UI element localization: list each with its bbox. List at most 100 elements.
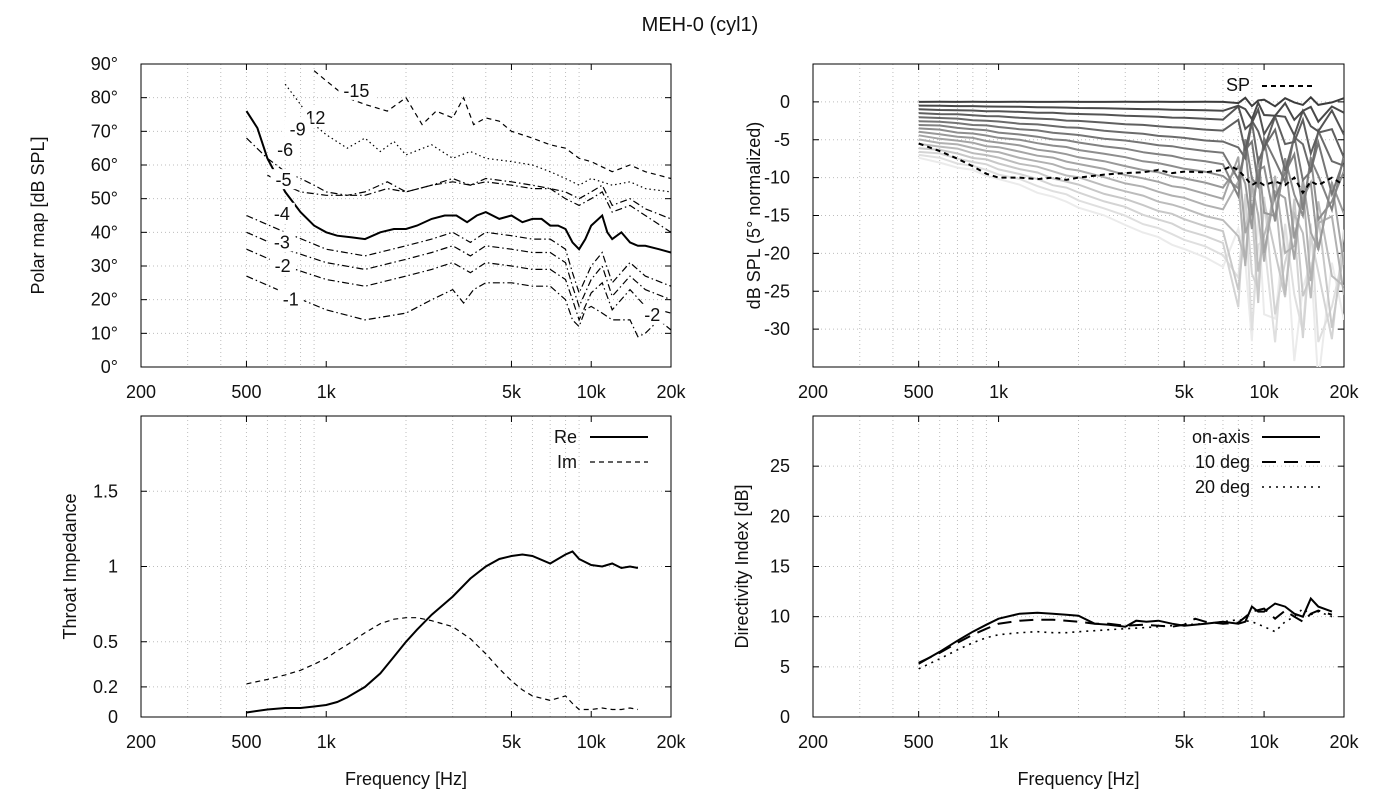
x-tick-label: 5k [502,382,522,402]
x-tick-label: 200 [798,382,828,402]
x-tick-label: 10k [577,732,607,752]
x-tick-label: 1k [317,732,337,752]
contour-label: -1 [283,290,299,310]
y-tick-label: 20 [770,506,790,526]
y-axis-label: dB SPL (5° normalized) [744,122,764,310]
x-tick-label: 200 [126,732,156,752]
normalized-angle-line [918,104,1344,138]
x-tick-label: 20k [1329,732,1359,752]
normalized-angle-line [918,156,1344,367]
y-tick-label: 25 [770,456,790,476]
legend-label: 20 deg [1195,477,1250,497]
y-tick-label: 60° [91,155,118,175]
impedance-im-line [246,617,639,711]
x-tick-label: 500 [231,732,261,752]
contour-label: -2 [275,256,291,276]
y-tick-label: 70° [91,121,118,141]
contour-label: -15 [343,81,369,101]
impedance-re-line [246,550,639,714]
x-tick-label: 5k [1175,382,1195,402]
y-tick-label: 0 [780,707,790,727]
x-tick-label: 500 [231,382,261,402]
x-tick-label: 10k [1250,382,1280,402]
polar-series-group [245,70,671,338]
x-tick-label: 200 [126,382,156,402]
normalized-series-group [918,95,1344,367]
plot-frame [812,63,1345,368]
normalized-angle-line [918,95,1344,108]
contour-label-bg [277,288,304,309]
normalized-angle-line [918,112,1344,159]
sp-series-line [918,142,1344,195]
y-tick-label: -25 [764,281,790,301]
directivity-series-line [918,596,1333,665]
y-tick-label: 40° [91,222,118,242]
polar-contour-line [245,110,671,254]
legend-label: Im [557,452,577,472]
contour-label-bg [269,255,296,275]
x-tick-label: 200 [798,732,828,752]
y-tick-label: 0.5 [93,632,118,652]
contour-label: -6 [277,140,293,160]
y-tick-label: 1 [108,557,118,577]
y-tick-label: 0 [108,707,118,727]
contour-label-bg [639,303,666,324]
directivity-series-line [918,607,1333,670]
x-tick-label: 20k [656,732,686,752]
legend-label: on-axis [1192,427,1250,447]
polar-map-chart: 200 500 1k 5k 10k 20k 0° 10° 20° 30° 40° 50° 60° 70° 8… [28,54,687,402]
y-tick-label: -10 [764,168,790,188]
polar-contour-line [246,248,671,322]
y-tick-label: 5 [780,657,790,677]
x-tick-label: 10k [577,382,607,402]
normalized-angle-line [918,153,1344,343]
throat-impedance-chart: 200 500 1k 5k 10k 20k 0 0.2 0.5 1 1.5 Throat Impeda… [60,415,687,789]
contour-label-bg [338,79,375,100]
normalized-angle-line [918,100,1344,124]
polar-contour-line [267,174,671,233]
y-tick-label: -30 [764,319,790,339]
y-tick-label: -20 [764,243,790,263]
y-tick-label: 0.2 [93,677,118,697]
polar-contour-line [246,214,671,295]
legend-label: 10 deg [1195,452,1250,472]
contour-label-bg [284,118,311,139]
normalized-spl-chart: 200 500 1k 5k 10k 20k -30 -25 -20 -15 -10 -5 0 dB SPL… [744,63,1360,402]
legend-sp-label: SP [1226,75,1250,95]
x-tick-label: 1k [317,382,337,402]
x-tick-label: 20k [1329,382,1359,402]
polar-contour-line [246,231,671,309]
legend-label: Re [554,427,577,447]
y-tick-label: 10° [91,323,118,343]
x-tick-label: 500 [904,382,934,402]
y-axis-label: Throat Impedance [60,493,80,639]
y-tick-label: 20° [91,290,118,310]
plot-frame [140,63,672,368]
contour-label: -5 [276,170,292,190]
y-axis-label: Directivity Index [dB] [732,484,752,648]
y-tick-label: 0° [101,357,118,377]
y-tick-label: 30° [91,256,118,276]
y-tick-label: 1.5 [93,481,118,501]
x-tick-label: 1k [989,382,1009,402]
normalized-angle-line [918,127,1344,223]
x-axis-label: Frequency [Hz] [1017,769,1139,789]
y-tick-label: -5 [774,130,790,150]
x-axis-label: Frequency [Hz] [345,769,467,789]
x-tick-label: 500 [904,732,934,752]
y-tick-label: -15 [764,206,790,226]
polar-contour-line [246,137,671,220]
x-tick-label: 20k [656,382,686,402]
y-tick-label: 0 [780,92,790,112]
y-tick-label: 90° [91,54,118,74]
x-tick-label: 10k [1250,732,1280,752]
polar-contour-line [246,275,671,338]
contour-label: -4 [274,204,290,224]
contour-label-bg [270,169,297,190]
normalized-angle-line [918,134,1344,266]
polar-contour-line [284,83,671,193]
normalized-angle-line [918,147,1344,328]
directivity-series-line [918,607,1333,664]
